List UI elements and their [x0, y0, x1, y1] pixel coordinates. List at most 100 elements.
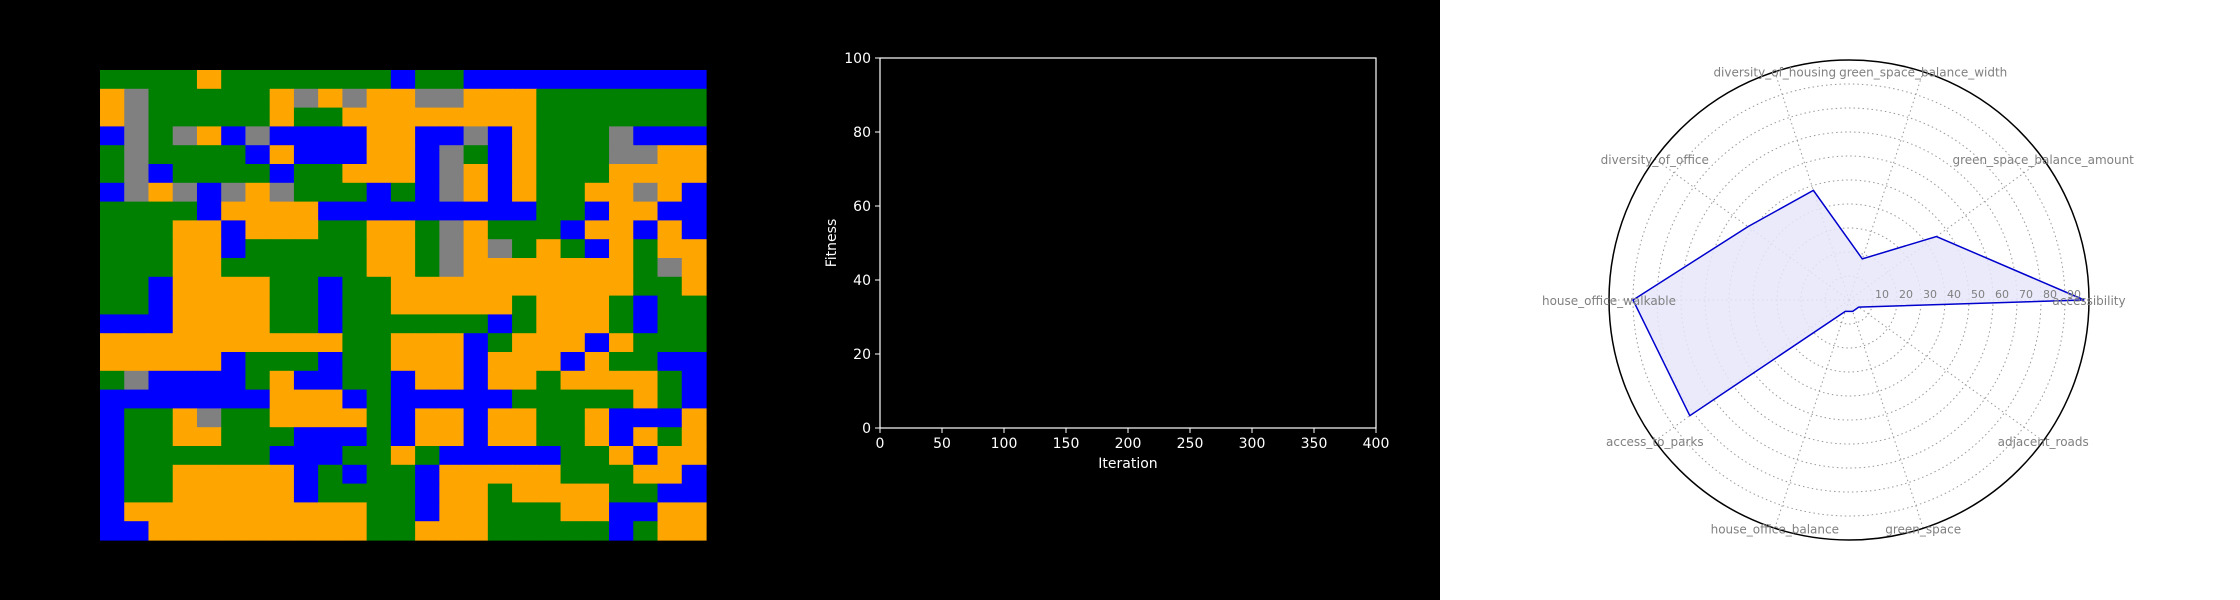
grid-cell-green	[487, 483, 513, 503]
grid-cell-orange	[269, 389, 295, 409]
grid-cell-green	[245, 107, 271, 127]
grid-cell-orange	[512, 88, 537, 109]
grid-cell-orange	[657, 182, 683, 203]
grid-cell-orange	[681, 521, 707, 541]
grid-cell-blue	[584, 239, 610, 259]
grid-cell-green	[560, 464, 586, 485]
grid-cell-blue	[681, 70, 707, 90]
grid-cell-green	[657, 107, 683, 127]
grid-cell-orange	[245, 464, 271, 485]
grid-cell-blue	[148, 314, 174, 334]
grid-cell-orange	[609, 201, 634, 221]
grid-cell-green	[633, 239, 659, 259]
grid-cell-blue	[221, 220, 247, 240]
grid-cell-green	[415, 258, 440, 278]
grid-cell-orange	[415, 352, 440, 372]
grid-cell-green	[609, 88, 634, 109]
grid-cell-green	[221, 70, 247, 90]
grid-cell-green	[366, 483, 392, 503]
grid-cell-orange	[609, 164, 634, 184]
grid-cell-orange	[512, 276, 537, 297]
grid-cell-blue	[293, 427, 319, 447]
grid-cell-orange	[269, 370, 295, 391]
grid-cell-orange	[415, 370, 440, 391]
grid-cell-green	[196, 88, 222, 109]
grid-cell-green	[342, 276, 368, 297]
grid-cell-orange	[609, 258, 634, 278]
grid-cell-orange	[512, 408, 537, 428]
grid-cell-green	[681, 333, 707, 353]
grid-cell-orange	[221, 464, 247, 485]
grid-cell-green	[342, 314, 368, 334]
x-tick-label: 100	[991, 436, 1018, 452]
grid-cell-green	[124, 276, 150, 297]
grid-cell-orange	[148, 352, 174, 372]
grid-cell-green	[245, 352, 271, 372]
grid-cell-orange	[390, 107, 416, 127]
grid-cell-orange	[560, 276, 586, 297]
grid-cell-green	[415, 446, 440, 466]
grid-cell-blue	[463, 352, 489, 372]
grid-cell-blue	[100, 464, 125, 485]
grid-cell-orange	[584, 427, 610, 447]
grid-cell-orange	[463, 88, 489, 109]
grid-cell-blue	[463, 427, 489, 447]
y-tick-label: 20	[853, 347, 871, 363]
grid-cell-orange	[536, 258, 562, 278]
grid-cell-green	[100, 220, 125, 240]
grid-cell-orange	[269, 333, 295, 353]
x-axis-label: Iteration	[1098, 456, 1157, 472]
grid-cell-orange	[196, 220, 222, 240]
grid-cell-orange	[172, 483, 198, 503]
grid-cell-green	[609, 464, 634, 485]
grid-cell-road	[487, 239, 513, 259]
grid-cell-green	[172, 446, 198, 466]
grid-cell-green	[269, 295, 295, 315]
grid-cell-blue	[584, 333, 610, 353]
grid-cell-green	[560, 88, 586, 109]
grid-cell-orange	[439, 427, 465, 447]
grid-cell-green	[681, 314, 707, 334]
grid-cell-orange	[536, 352, 562, 372]
grid-cell-green	[293, 164, 319, 184]
grid-cell-orange	[512, 333, 537, 353]
y-tick-label: 0	[862, 421, 871, 437]
grid-cell-blue	[269, 126, 295, 146]
grid-cell-green	[657, 314, 683, 334]
grid-cell-blue	[439, 446, 465, 466]
grid-cell-orange	[657, 464, 683, 485]
grid-cell-orange	[196, 314, 222, 334]
grid-cell-green	[342, 333, 368, 353]
grid-cell-orange	[633, 370, 659, 391]
grid-cell-orange	[657, 502, 683, 522]
grid-cell-green	[366, 521, 392, 541]
grid-cell-blue	[100, 521, 125, 541]
grid-cell-blue	[293, 370, 319, 391]
grid-cell-green	[657, 333, 683, 353]
grid-cell-orange	[463, 182, 489, 203]
grid-cell-blue	[221, 352, 247, 372]
grid-cell-road	[172, 182, 198, 203]
grid-cell-green	[560, 107, 586, 127]
grid-cell-orange	[390, 239, 416, 259]
grid-cell-orange	[609, 276, 634, 297]
grid-cell-blue	[463, 201, 489, 221]
grid-cell-road	[124, 164, 150, 184]
grid-cell-green	[560, 182, 586, 203]
grid-cell-orange	[657, 521, 683, 541]
grid-cell-orange	[584, 182, 610, 203]
grid-cell-orange	[269, 502, 295, 522]
grid-cell-orange	[415, 408, 440, 428]
grid-cell-green	[366, 314, 392, 334]
grid-cell-orange	[439, 521, 465, 541]
grid-cell-orange	[609, 220, 634, 240]
grid-cell-blue	[293, 126, 319, 146]
grid-cell-orange	[584, 276, 610, 297]
grid-cell-green	[172, 70, 198, 90]
grid-cell-blue	[681, 370, 707, 391]
grid-cell-blue	[487, 182, 513, 203]
grid-cell-orange	[487, 427, 513, 447]
grid-cell-orange	[172, 239, 198, 259]
grid-cell-orange	[657, 220, 683, 240]
grid-cell-green	[293, 182, 319, 203]
